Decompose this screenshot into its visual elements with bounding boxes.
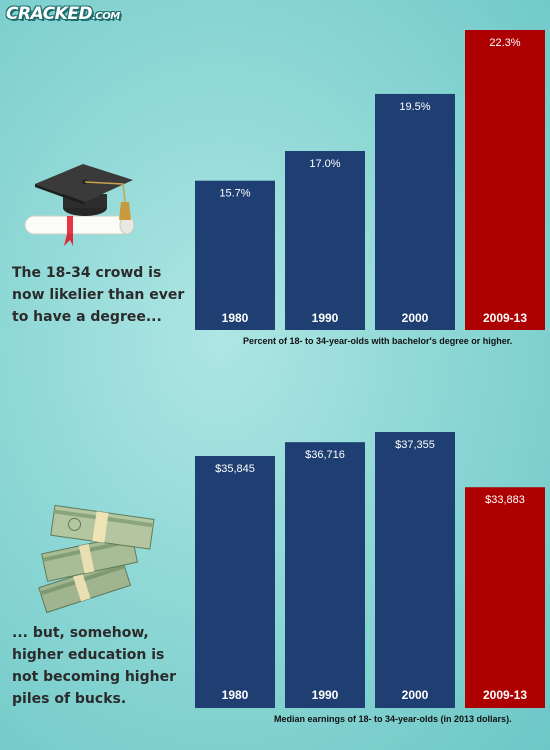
top-category-label: 2000 — [402, 311, 429, 325]
top-intro-text: The 18-34 crowd is now likelier than eve… — [12, 265, 185, 325]
degree-chart: 15.7% 1980 17.0% 1990 19.5% 2000 22.3% 2009-13 — [195, 30, 545, 330]
top-chart-caption: Percent of 18- to 34-year-olds with bach… — [243, 336, 513, 346]
top-bar-value-label: 19.5% — [399, 101, 430, 113]
bottom-intro-text: ... but, somehow, higher education is no… — [12, 625, 176, 707]
bottom-bar-2009-13 — [465, 487, 545, 708]
bottom-bar-1990 — [285, 442, 365, 708]
top-bar-1980 — [195, 180, 275, 330]
top-bar-value-label: 15.7% — [219, 188, 250, 200]
bottom-category-label: 2000 — [402, 688, 429, 702]
top-bar-2009-13 — [465, 30, 545, 330]
top-category-label: 1990 — [312, 311, 339, 325]
earnings-chart: $35,845 1980 $36,716 1990 $37,355 2000 $33,883… — [195, 432, 545, 708]
bottom-bar-value-label: $35,845 — [215, 463, 255, 475]
top-category-label: 1980 — [222, 311, 249, 325]
top-bar-value-label: 22.3% — [489, 37, 520, 49]
money-stacks-icon — [38, 504, 155, 614]
bottom-chart-caption: Median earnings of 18- to 34-year-olds (… — [274, 714, 512, 724]
bottom-category-label: 1980 — [222, 688, 249, 702]
top-bar-2000 — [375, 93, 455, 330]
bottom-bar-1980 — [195, 456, 275, 708]
bottom-bar-value-label: $33,883 — [485, 494, 525, 506]
bottom-bar-value-label: $36,716 — [305, 449, 345, 461]
bottom-bar-2000 — [375, 432, 455, 708]
top-category-label: 2009-13 — [483, 311, 527, 325]
top-bar-value-label: 17.0% — [309, 158, 340, 170]
cracked-logo: CRACKED.COM — [6, 4, 120, 24]
bottom-category-label: 1990 — [312, 688, 339, 702]
bottom-bar-value-label: $37,355 — [395, 439, 435, 451]
graduation-cap-diploma-icon — [24, 164, 135, 246]
top-bar-1990 — [285, 151, 365, 330]
bottom-category-label: 2009-13 — [483, 688, 527, 702]
